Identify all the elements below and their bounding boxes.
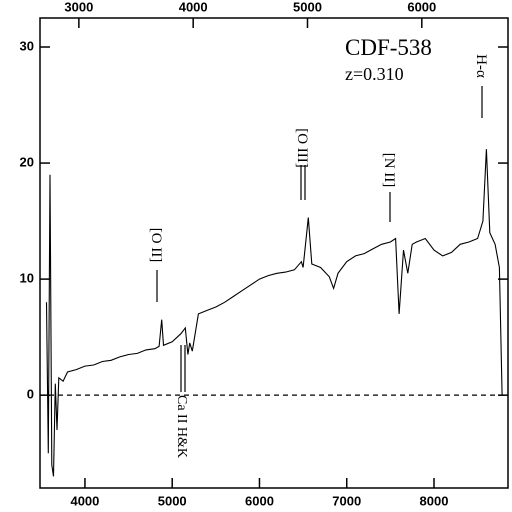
x2-tick-label: 5000	[293, 0, 322, 14]
x-tick-label: 6000	[245, 493, 274, 508]
x2-tick-label: 3000	[64, 0, 93, 14]
chart-title: CDF-538	[345, 35, 432, 60]
line-markers	[156, 86, 483, 392]
x2-tick-label: 4000	[179, 0, 208, 14]
y-tick-label: 20	[20, 154, 34, 169]
plot-frame	[39, 17, 509, 489]
y-tick-label: 30	[20, 38, 34, 53]
spectrum-line	[45, 149, 503, 477]
annotation: Ca II H&K	[174, 395, 189, 458]
x2-tick-label: 6000	[407, 0, 436, 14]
x-tick-label: 5000	[158, 493, 187, 508]
x-tick-label: 4000	[70, 493, 99, 508]
annotation: [O III]	[294, 128, 310, 168]
annotation: [N II]	[381, 153, 397, 188]
y-tick-label: 10	[20, 271, 34, 286]
x-tick-label: 7000	[332, 493, 361, 508]
x-tick-label: 8000	[420, 493, 449, 508]
y-tick-label: 0	[27, 387, 34, 402]
chart-subtitle: z=0.310	[345, 64, 404, 84]
annotation: H-α	[473, 54, 489, 78]
annotation: [O II]	[148, 228, 164, 263]
